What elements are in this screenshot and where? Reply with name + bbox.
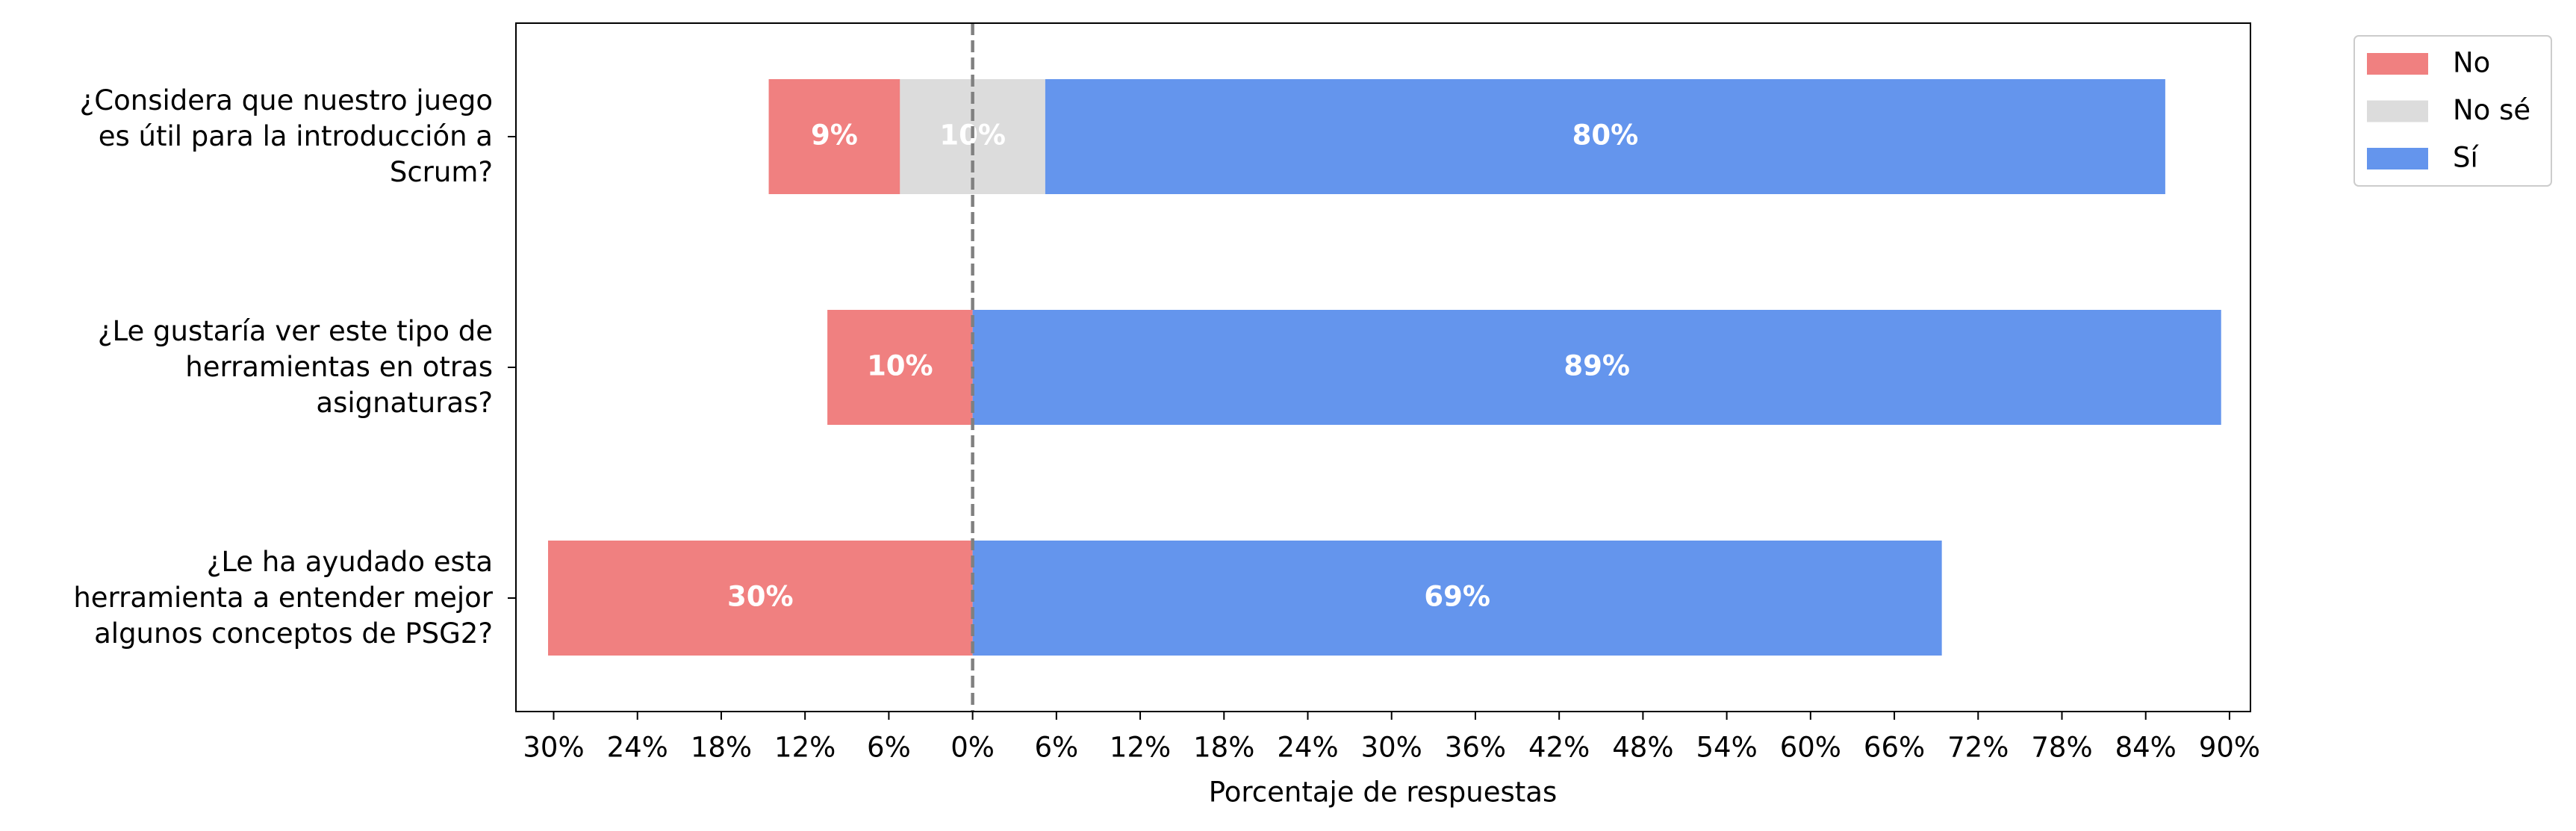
bar: [1045, 79, 2165, 194]
x-tick-label: 78%: [2031, 732, 2092, 764]
legend-swatch: [2367, 53, 2428, 75]
x-tick-label: 18%: [691, 732, 752, 764]
x-tick-label: 30%: [523, 732, 584, 764]
legend-label: No: [2453, 47, 2490, 79]
bar-label: 89%: [1564, 350, 1630, 382]
x-tick-label: 12%: [1110, 732, 1171, 764]
legend-swatch: [2367, 100, 2428, 122]
x-tick-label: 60%: [1780, 732, 1841, 764]
bar-label: 69%: [1424, 581, 1490, 613]
x-axis-label: Porcentaje de respuestas: [1209, 776, 1557, 809]
bar-label: 10%: [867, 350, 933, 382]
bar-label: 9%: [811, 119, 858, 152]
bar: [768, 79, 900, 194]
bar: [972, 541, 1942, 656]
x-tick-label: 24%: [1277, 732, 1338, 764]
bar: [827, 310, 973, 425]
x-tick-label: 36%: [1445, 732, 1506, 764]
bar-label: 30%: [727, 581, 794, 613]
x-tick-label: 42%: [1528, 732, 1590, 764]
x-tick-label: 54%: [1696, 732, 1757, 764]
y-tick-label: ¿Considera que nuestro juego es útil par…: [79, 84, 493, 188]
legend-label: No sé: [2453, 94, 2530, 126]
legend-label: Sí: [2453, 142, 2479, 174]
x-tick-label: 12%: [774, 732, 836, 764]
bar: [972, 310, 2221, 425]
x-tick-label: 18%: [1193, 732, 1254, 764]
x-tick-label: 0%: [951, 732, 995, 764]
x-tick-label: 72%: [1947, 732, 2009, 764]
x-tick-label: 48%: [1612, 732, 1673, 764]
y-tick-label: ¿Le ha ayudado esta herramienta a entend…: [73, 546, 493, 650]
x-tick-label: 30%: [1361, 732, 1422, 764]
x-tick-label: 6%: [1034, 732, 1078, 764]
x-tick-label: 24%: [607, 732, 668, 764]
bar: [548, 541, 973, 656]
bar-label: 80%: [1572, 119, 1639, 152]
legend-swatch: [2367, 148, 2428, 169]
y-tick-label: ¿Le gustaría ver este tipo de herramient…: [97, 315, 493, 419]
x-tick-label: 66%: [1864, 732, 1925, 764]
x-tick-label: 84%: [2115, 732, 2177, 764]
x-tick-label: 6%: [867, 732, 911, 764]
plot-frame: [515, 22, 2251, 712]
x-tick-label: 90%: [2199, 732, 2260, 764]
